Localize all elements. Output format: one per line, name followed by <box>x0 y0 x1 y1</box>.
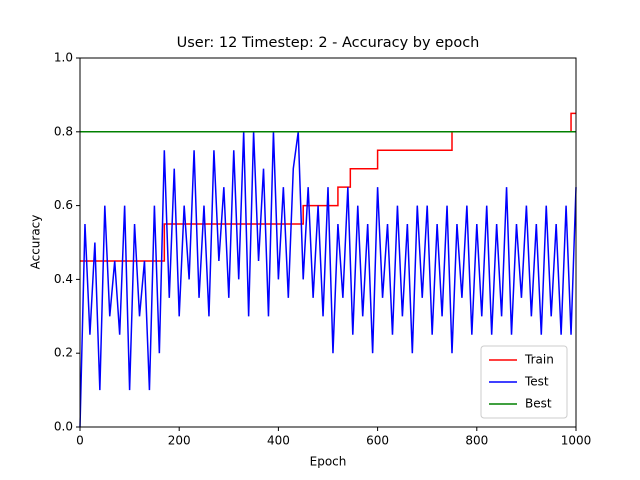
legend-label: Best <box>525 397 552 411</box>
x-tick-label: 0 <box>76 434 84 448</box>
x-tick-label: 400 <box>267 434 290 448</box>
y-tick-label: 1.0 <box>54 51 73 65</box>
y-tick-label: 0.2 <box>54 346 73 360</box>
y-tick-label: 0.4 <box>54 272 73 286</box>
legend-label: Train <box>524 353 554 367</box>
y-tick-label: 0.6 <box>54 198 73 212</box>
x-tick-label: 800 <box>465 434 488 448</box>
x-axis-label: Epoch <box>310 455 347 469</box>
legend-box <box>480 345 568 419</box>
x-tick-label: 600 <box>366 434 389 448</box>
chart-title: User: 12 Timestep: 2 - Accuracy by epoch <box>177 35 480 51</box>
plot-frame <box>79 57 577 428</box>
legend-label: Test <box>524 375 549 389</box>
x-tick-label: 200 <box>168 434 191 448</box>
y-tick-label: 0.0 <box>54 420 73 434</box>
series-line <box>79 131 577 428</box>
y-tick-label: 0.8 <box>54 124 73 138</box>
y-axis-label: Accuracy <box>29 215 43 270</box>
x-tick-label: 1000 <box>561 434 592 448</box>
